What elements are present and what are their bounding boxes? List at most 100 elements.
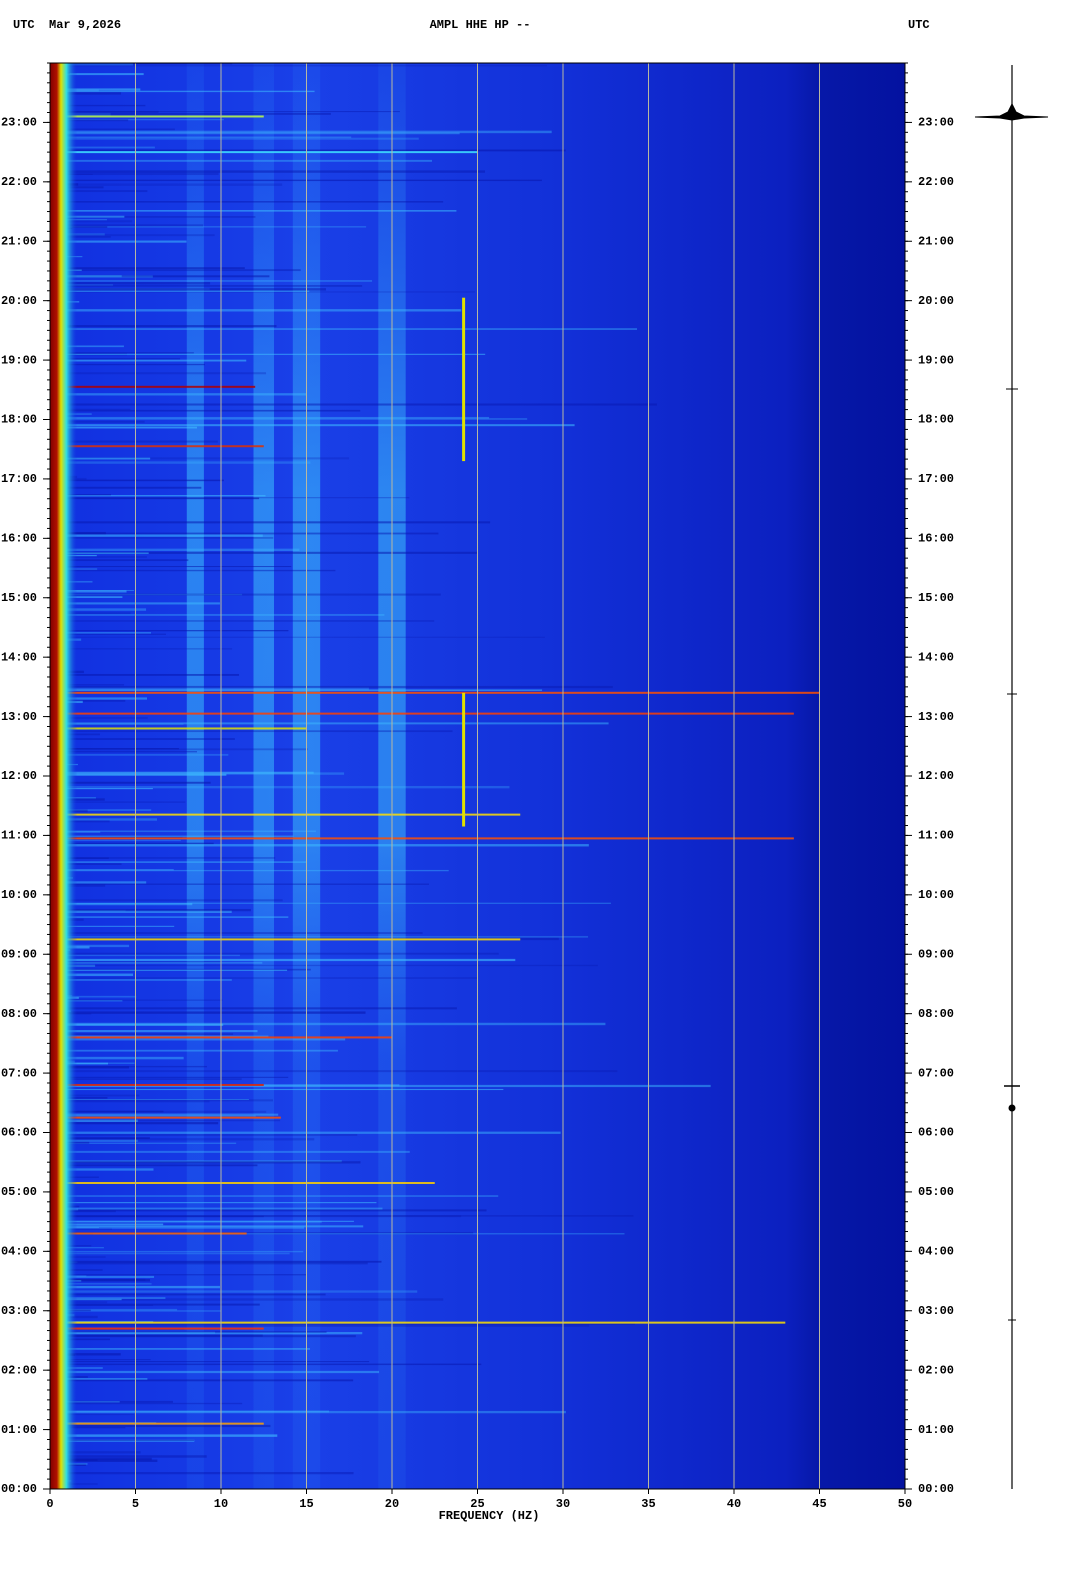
texture [50,1084,711,1088]
texture [50,1007,457,1010]
texture [50,1410,329,1413]
texture [50,1379,354,1382]
texture [50,1202,377,1204]
texture [50,1283,152,1285]
texture [50,1331,216,1334]
texture [50,697,147,700]
texture [50,835,294,837]
texture [50,884,106,887]
texture [50,883,429,885]
y-tick-label: 20:00 [918,294,954,308]
y-tick-label: 08:00 [918,1007,954,1021]
texture [50,275,122,278]
texture [50,1439,195,1441]
y-tick-label: 08:00 [1,1007,37,1021]
texture [50,773,227,776]
feature [50,115,264,118]
texture [50,461,311,464]
texture [50,479,224,482]
texture [50,1226,305,1229]
x-tick-label: 30 [556,1497,570,1511]
texture [50,1303,260,1306]
texture [50,839,181,842]
texture [50,1279,151,1282]
texture [50,861,307,863]
texture [50,494,111,496]
texture [50,408,131,411]
texture [50,73,144,76]
x-tick-label: 20 [385,1497,399,1511]
texture [50,908,251,912]
texture [50,1022,606,1026]
band [186,63,204,1489]
y-tick-label: 16:00 [918,532,954,546]
y-tick-label: 11:00 [918,829,954,843]
texture [50,136,352,139]
texture [50,722,609,725]
texture [50,1256,106,1258]
y-tick-label: 17:00 [1,472,37,486]
texture [50,630,289,632]
texture [50,282,211,285]
texture [50,699,126,702]
texture [50,226,367,228]
texture [50,119,129,122]
texture [50,440,218,443]
texture [50,1252,290,1255]
y-tick-label: 00:00 [918,1482,954,1496]
texture [50,1335,356,1338]
y-tick-label: 03:00 [918,1304,954,1318]
feature [50,727,307,730]
feature [50,445,264,448]
y-tick-label: 16:00 [1,532,37,546]
y-tick-label: 18:00 [1,413,37,427]
y-tick-label: 17:00 [918,472,954,486]
y-tick-label: 01:00 [918,1423,954,1437]
texture [50,566,292,568]
y-tick-label: 19:00 [1,353,37,367]
y-tick-label: 14:00 [1,650,37,664]
x-tick-label: 50 [898,1497,912,1511]
chart-title: AMPL HHE HP -- [430,18,531,32]
y-tick-label: 12:00 [1,769,37,783]
texture [50,149,566,152]
texture [50,612,131,615]
texture [50,1223,164,1226]
texture [50,1161,361,1164]
texture [50,1066,130,1069]
texture [50,608,147,611]
texture [50,1134,358,1136]
x-tick-label: 35 [641,1497,655,1511]
y-tick-label: 06:00 [918,1126,954,1140]
texture [50,1331,327,1333]
texture [50,844,589,847]
texture [50,684,125,686]
feature [50,1327,264,1330]
texture [50,952,499,955]
plot-frame [49,62,906,1490]
texture [50,1033,234,1035]
y-tick-label: 05:00 [918,1185,954,1199]
feature [50,1083,264,1086]
texture [50,1298,444,1301]
texture [50,1260,382,1263]
texture [50,1348,310,1350]
texture [50,424,575,427]
texture [50,730,453,733]
texture [50,363,205,366]
texture [50,128,175,131]
texture [50,1164,258,1167]
y-tick-label: 09:00 [918,947,954,961]
y-tick-label: 07:00 [1,1066,37,1080]
texture [50,495,266,497]
x-tick-label: 40 [727,1497,741,1511]
y-tick-label: 21:00 [1,234,37,248]
y-tick-label: 15:00 [1,591,37,605]
texture [50,275,153,278]
texture [50,559,189,562]
texture [50,1113,279,1116]
texture [50,1262,368,1265]
texture [50,521,491,524]
texture [50,1049,338,1052]
texture [50,1098,249,1101]
